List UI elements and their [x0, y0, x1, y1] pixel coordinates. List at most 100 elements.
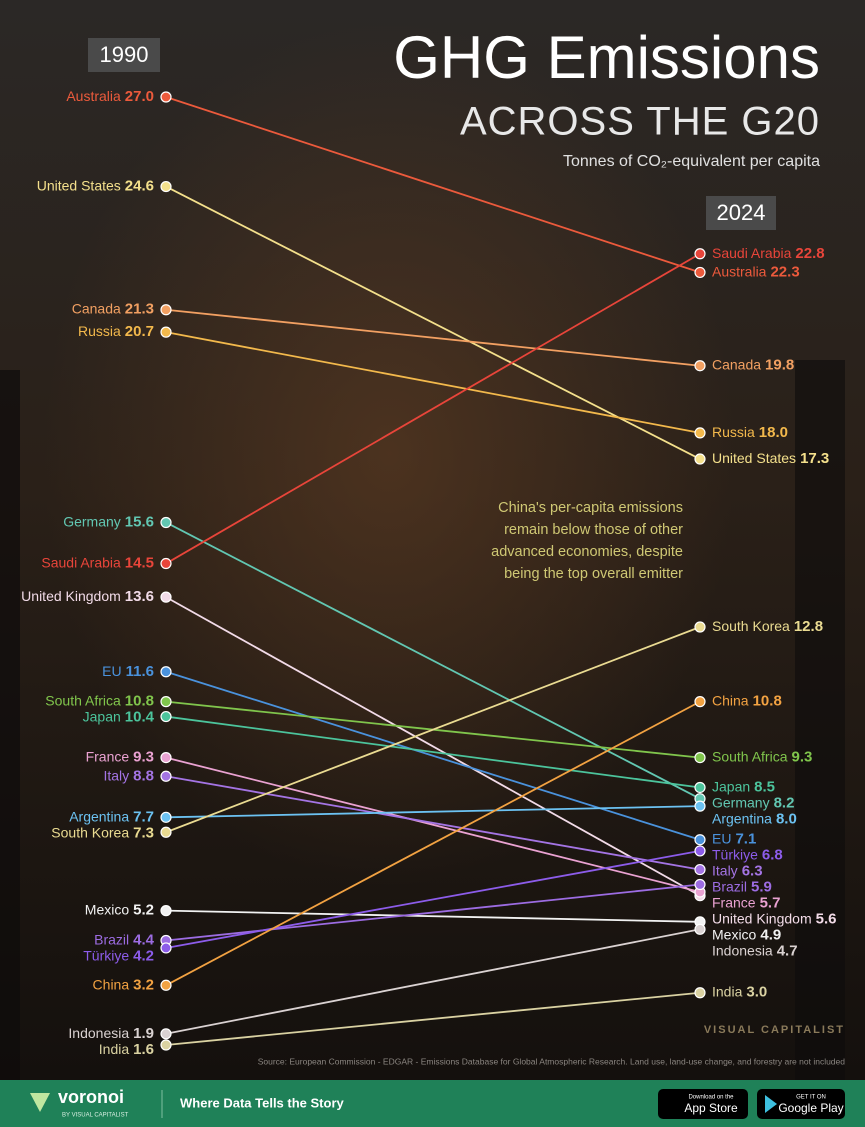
- country-name: India: [99, 1041, 130, 1057]
- country-name: South Korea: [51, 824, 129, 840]
- data-label: China 3.2: [93, 976, 154, 993]
- country-name: Germany: [712, 794, 770, 810]
- value-label: 21.3: [125, 301, 154, 318]
- country-name: Mexico: [712, 926, 757, 942]
- slope-line: [165, 670, 701, 841]
- dot: [160, 304, 172, 316]
- dot: [694, 248, 706, 260]
- brand-logo: VISUAL CAPITALIST: [704, 1024, 845, 1036]
- google-play-button[interactable]: [757, 1089, 845, 1119]
- country-name: Saudi Arabia: [41, 554, 121, 570]
- country-name: Germany: [63, 513, 121, 529]
- dot: [694, 878, 706, 891]
- value-label: 3.0: [746, 984, 767, 1001]
- value-label: 17.3: [800, 450, 829, 467]
- annotation: China's per-capita emissions remain below…: [491, 500, 683, 582]
- value-label: 18.0: [759, 424, 788, 441]
- year-label: 2024: [717, 200, 766, 225]
- dot: [160, 1039, 172, 1051]
- data-label: Mexico 4.9: [712, 926, 781, 943]
- country-name: South Korea: [712, 618, 790, 634]
- chart-subtitle: ACROSS THE G20: [460, 100, 820, 144]
- data-label: Japan 10.4: [83, 708, 155, 725]
- data-label: India 1.6: [99, 1041, 154, 1058]
- data-label: Argentina 8.0: [712, 810, 797, 827]
- value-label: 4.2: [133, 947, 154, 964]
- value-label: 8.2: [774, 794, 795, 811]
- country-name: Mexico: [85, 901, 130, 917]
- dot: [694, 752, 706, 764]
- value-label: 5.7: [760, 895, 781, 912]
- country-name: South Africa: [712, 748, 788, 764]
- data-label: Brazil 5.9: [712, 878, 772, 895]
- data-label: Australia 27.0: [66, 88, 154, 105]
- slope-line: [165, 715, 701, 789]
- chimney: [0, 370, 20, 1080]
- annotation-line: remain below those of other: [504, 522, 683, 538]
- value-label: 4.4: [133, 931, 155, 948]
- app-store-button[interactable]: [658, 1089, 748, 1119]
- value-label: 6.8: [762, 847, 783, 864]
- dot: [694, 621, 706, 633]
- country-name: Canada: [712, 356, 761, 372]
- data-label: EU 7.1: [712, 830, 756, 847]
- data-label: Argentina 7.7: [69, 808, 154, 825]
- data-label: Indonesia 4.7: [712, 942, 798, 959]
- value-label: 22.8: [795, 245, 824, 262]
- country-name: Brazil: [94, 931, 129, 947]
- slope-line: [165, 805, 701, 819]
- slope-line: [165, 331, 701, 434]
- country-name: EU: [102, 662, 121, 678]
- value-label: 6.3: [742, 863, 763, 880]
- dot: [160, 1028, 172, 1040]
- data-label: Saudi Arabia 22.8: [712, 244, 825, 261]
- country-name: United Kingdom: [21, 588, 121, 604]
- country-name: Japan: [83, 708, 121, 724]
- country-name: United States: [712, 450, 796, 466]
- dot: [694, 360, 706, 372]
- dot: [160, 557, 172, 570]
- footer-name: voronoi: [58, 1087, 124, 1107]
- google-play-big: Google Play: [778, 1101, 843, 1115]
- country-name: Italy: [712, 862, 738, 878]
- slope-line: [165, 991, 701, 1046]
- value-label: 22.3: [770, 263, 799, 280]
- app-store-small: Download on the: [688, 1095, 734, 1101]
- dot: [160, 826, 172, 838]
- country-name: Indonesia: [68, 1025, 129, 1041]
- dot: [694, 781, 706, 794]
- annotation-line: China's per-capita emissions: [498, 500, 683, 516]
- dot: [694, 845, 706, 857]
- dot: [160, 180, 172, 193]
- dot: [160, 591, 172, 603]
- country-name: Russia: [712, 424, 755, 440]
- year-box: [706, 196, 776, 230]
- value-label: 24.6: [125, 178, 154, 195]
- annotation-line: being the top overall emitter: [504, 566, 683, 582]
- year-label: 1990: [100, 42, 149, 67]
- dot: [694, 987, 706, 999]
- data-label: United States 24.6: [37, 177, 154, 194]
- data-label: Italy 8.8: [103, 767, 154, 784]
- data-label: Saudi Arabia 14.5: [41, 554, 154, 571]
- country-name: Argentina: [712, 810, 772, 826]
- data-label: Canada 19.8: [712, 356, 794, 373]
- country-name: Brazil: [712, 878, 747, 894]
- data-label: EU 11.6: [102, 662, 154, 679]
- value-label: 27.0: [125, 88, 154, 105]
- slope-line: [165, 596, 701, 897]
- data-label: United States 17.3: [712, 450, 829, 467]
- slope-line: [165, 308, 701, 367]
- value-label: 8.0: [776, 810, 797, 827]
- dot: [160, 710, 172, 723]
- country-name: India: [712, 983, 743, 999]
- country-name: France: [86, 748, 130, 764]
- slope-line: [165, 626, 701, 834]
- data-label: Australia 22.3: [712, 263, 800, 280]
- year-box: [88, 38, 160, 72]
- value-label: 10.8: [125, 693, 154, 710]
- country-name: United Kingdom: [712, 910, 812, 926]
- data-label: China 10.8: [712, 692, 782, 709]
- dot: [694, 696, 706, 708]
- country-name: Japan: [712, 778, 750, 794]
